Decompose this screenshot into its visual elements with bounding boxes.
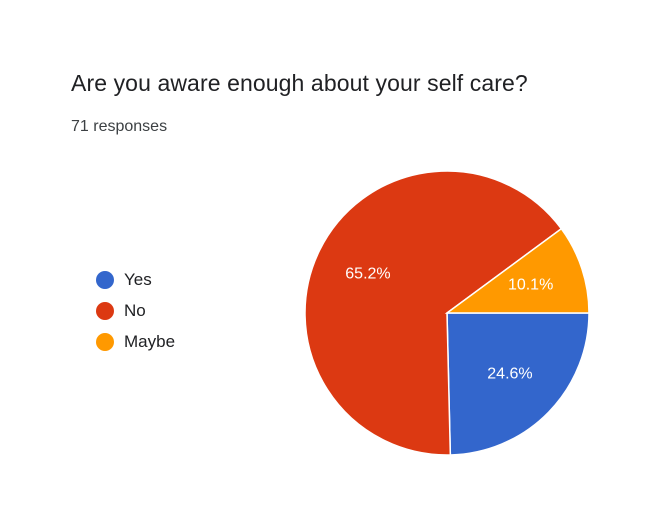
legend-dot-maybe	[96, 332, 114, 351]
legend-item-maybe[interactable]: Maybe	[96, 330, 175, 353]
pie-slices	[304, 170, 590, 456]
pie-label-no: 65.2%	[345, 265, 390, 282]
chart-legend: Yes No Maybe	[96, 268, 175, 353]
legend-dot-no	[96, 301, 114, 320]
legend-item-no[interactable]: No	[96, 299, 175, 322]
pie-labels: 24.6% 65.2% 10.1%	[345, 265, 553, 382]
pie-label-maybe: 10.1%	[508, 277, 553, 294]
response-count: 71 responses	[71, 118, 168, 135]
pie-slice-no[interactable]	[304, 170, 563, 456]
legend-dot-yes	[96, 270, 114, 289]
pie-label-yes: 24.6%	[487, 366, 532, 383]
pie-slice-maybe[interactable]	[444, 227, 590, 314]
legend-label-maybe: Maybe	[124, 331, 176, 351]
question-title: Are you aware enough about your self car…	[71, 70, 528, 96]
pie-slice-yes[interactable]	[446, 312, 590, 456]
legend-item-yes[interactable]: Yes	[96, 268, 175, 291]
legend-label-no: No	[124, 300, 146, 320]
legend-label-yes: Yes	[124, 269, 152, 289]
